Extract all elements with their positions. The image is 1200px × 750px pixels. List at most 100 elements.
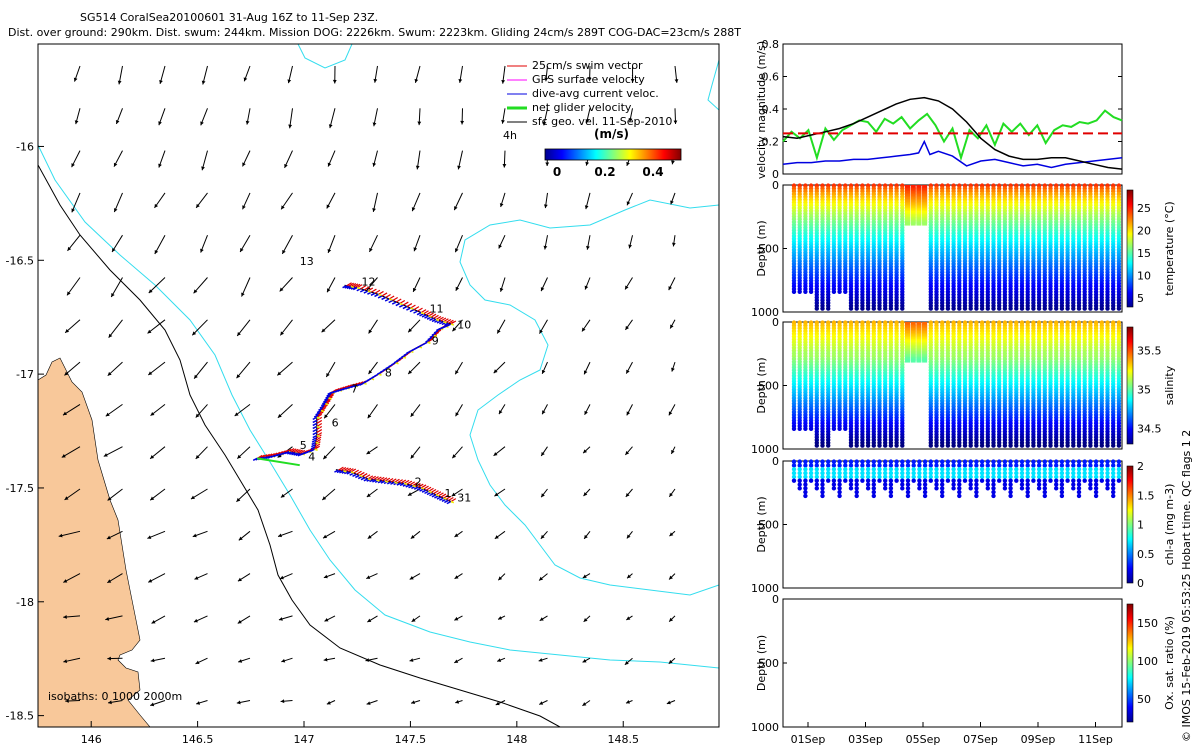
current-arrow-head xyxy=(200,121,204,126)
current-arrow-head xyxy=(107,656,111,661)
swim-vector xyxy=(378,476,385,481)
current-arrow-head xyxy=(498,244,502,249)
current-arrow-head xyxy=(669,575,673,580)
current-arrow-head xyxy=(148,578,153,583)
current-arrow-head xyxy=(582,658,587,663)
speed-dot xyxy=(394,481,398,484)
dac-vector xyxy=(316,409,322,414)
current-arrow-head xyxy=(106,535,111,540)
current-arrow-head xyxy=(237,331,241,336)
speed-dot xyxy=(395,362,399,365)
swim-vector xyxy=(348,282,355,287)
sal-cell xyxy=(905,358,910,363)
current-arrow-head xyxy=(277,371,282,376)
current-arrow-head xyxy=(494,535,499,539)
current-arrow-head xyxy=(625,493,630,497)
current-arrow-head xyxy=(585,161,590,166)
current-arrow-head xyxy=(367,414,372,419)
temp-dot xyxy=(962,306,968,311)
land-mass xyxy=(38,357,151,727)
sal-dot xyxy=(843,426,848,432)
dac-vector xyxy=(421,489,427,493)
current-arrow-head xyxy=(321,328,326,333)
speed-dot xyxy=(427,341,431,344)
current-arrow-head xyxy=(113,208,118,213)
current-arrow-head xyxy=(498,616,503,620)
current-arrow-head xyxy=(278,617,283,621)
temp-cell xyxy=(905,221,910,226)
dac-vector xyxy=(426,316,432,320)
dac-vector xyxy=(381,296,386,301)
speed-dot xyxy=(367,478,372,481)
current-arrow-head xyxy=(323,574,328,579)
current-arrow-head xyxy=(117,80,122,85)
current-arrow-head xyxy=(236,374,241,379)
temp-dot xyxy=(808,289,814,295)
swim-vector xyxy=(400,479,407,484)
temp-colorbar xyxy=(1126,189,1134,308)
current-arrow-shaft xyxy=(58,530,81,537)
current-arrow-head xyxy=(581,327,586,332)
dac-vector xyxy=(352,473,357,477)
dac-vector xyxy=(431,332,437,336)
dac-vector xyxy=(311,439,317,443)
map-ytick-label: -17.5 xyxy=(6,482,34,495)
dac-vector xyxy=(342,285,347,289)
current-arrow-head xyxy=(150,455,155,459)
speed-dot xyxy=(443,321,447,324)
sal-dot xyxy=(940,443,945,448)
current-arrow-head xyxy=(407,492,412,496)
current-arrow-head xyxy=(158,121,162,126)
current-arrow-head xyxy=(366,493,371,498)
current-arrow-head xyxy=(332,79,337,84)
current-arrow-head xyxy=(372,162,377,167)
swim-vector xyxy=(445,318,452,324)
temp-dot xyxy=(945,306,951,311)
current-arrow-head xyxy=(583,449,588,454)
temp-dot xyxy=(1019,306,1025,311)
current-arrow-head xyxy=(237,577,242,582)
dac-vector xyxy=(312,425,318,430)
temp-cell xyxy=(910,221,916,226)
sal-dot xyxy=(820,443,825,448)
dac-vector xyxy=(325,395,330,399)
dac-vector xyxy=(312,437,317,441)
speed-dot xyxy=(378,293,382,297)
dac-vector xyxy=(419,488,424,492)
current-arrow-head xyxy=(159,80,163,84)
current-arrow-head xyxy=(150,702,155,707)
current-arrow-head xyxy=(670,200,674,205)
current-arrow-head xyxy=(626,700,630,704)
current-arrow-head xyxy=(328,124,333,129)
temp-dot xyxy=(883,306,888,311)
dac-vector xyxy=(359,289,365,293)
current-arrow-shaft xyxy=(103,446,123,457)
current-arrow-head xyxy=(288,124,293,129)
temp-dot xyxy=(1036,306,1042,311)
temp-ytick-label: 0 xyxy=(772,179,779,192)
velocity-axes: 00.20.40.60.8 xyxy=(762,38,1122,181)
dac-vector xyxy=(402,305,408,310)
vel-series-surface-current xyxy=(782,96,1123,170)
dac-vector xyxy=(318,407,323,411)
sal-cell xyxy=(922,358,928,363)
dac-vector xyxy=(427,337,433,341)
vel-series-net-glider-velocity xyxy=(782,109,1123,162)
speed-dot xyxy=(428,490,432,494)
dac-vector xyxy=(431,318,437,323)
dac-vector xyxy=(419,313,424,317)
dac-vector xyxy=(409,308,415,313)
swim-vector xyxy=(290,448,297,453)
dac-vector xyxy=(374,293,379,298)
dac-vector xyxy=(326,393,331,397)
temp-dot xyxy=(1031,306,1036,311)
current-arrow-head xyxy=(367,535,372,539)
swim-vector xyxy=(440,493,447,498)
temp-cbar-tick: 5 xyxy=(1137,292,1144,305)
swim-vector xyxy=(395,298,402,303)
sal-dot xyxy=(894,443,899,448)
legend-gps: GPS surface velocity xyxy=(532,73,645,86)
current-arrow-head xyxy=(194,374,198,379)
